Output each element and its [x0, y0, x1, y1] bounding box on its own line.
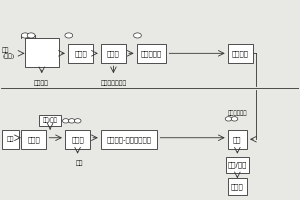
FancyBboxPatch shape	[228, 44, 253, 63]
Text: 海水反渗透: 海水反渗透	[141, 51, 162, 57]
Text: 离子交换-纳树木马系统: 离子交换-纳树木马系统	[106, 136, 152, 143]
Text: 洗涤/离心: 洗涤/离心	[228, 162, 247, 168]
Text: 工艺使用: 工艺使用	[232, 51, 249, 57]
FancyBboxPatch shape	[25, 38, 59, 67]
Text: 软化器: 软化器	[107, 51, 120, 57]
Circle shape	[65, 33, 73, 38]
Text: 盐成品: 盐成品	[231, 184, 244, 190]
Text: 澄清器: 澄清器	[71, 136, 84, 143]
FancyBboxPatch shape	[226, 157, 248, 173]
Circle shape	[68, 119, 75, 123]
Text: 海水
(提供): 海水 (提供)	[2, 47, 14, 59]
FancyBboxPatch shape	[228, 178, 247, 195]
Circle shape	[27, 33, 35, 38]
FancyBboxPatch shape	[65, 130, 90, 149]
Circle shape	[74, 119, 81, 123]
Circle shape	[62, 119, 69, 123]
Text: 卤水回收产品: 卤水回收产品	[228, 110, 247, 116]
FancyBboxPatch shape	[39, 115, 61, 126]
FancyBboxPatch shape	[101, 130, 158, 149]
Text: 氟智纳去往废液: 氟智纳去往废液	[100, 80, 127, 86]
FancyBboxPatch shape	[136, 44, 166, 63]
Circle shape	[134, 33, 141, 38]
FancyBboxPatch shape	[21, 130, 46, 149]
Text: 儿器: 儿器	[7, 136, 14, 142]
Text: 结晶: 结晶	[233, 136, 242, 143]
Text: 蒸发器: 蒸发器	[27, 136, 40, 143]
Circle shape	[225, 117, 232, 121]
FancyBboxPatch shape	[2, 130, 19, 149]
Text: 去往废液: 去往废液	[34, 80, 49, 86]
FancyBboxPatch shape	[228, 130, 247, 149]
Circle shape	[21, 33, 29, 38]
FancyBboxPatch shape	[68, 44, 93, 63]
Text: 调剂/消毒: 调剂/消毒	[43, 118, 58, 123]
Circle shape	[231, 117, 238, 121]
Text: 废水: 废水	[76, 161, 84, 166]
Text: 脱气器: 脱气器	[74, 51, 87, 57]
FancyBboxPatch shape	[101, 44, 126, 63]
